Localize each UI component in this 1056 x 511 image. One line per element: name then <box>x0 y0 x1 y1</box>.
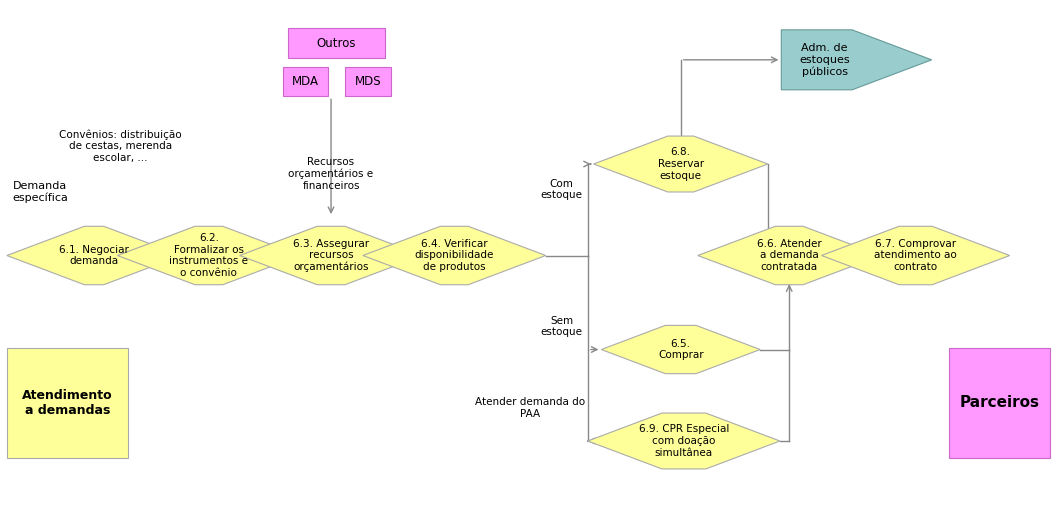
Polygon shape <box>363 226 546 285</box>
Text: Demanda
específica: Demanda específica <box>12 181 68 203</box>
FancyBboxPatch shape <box>949 349 1051 457</box>
Text: Atendimento
a demandas: Atendimento a demandas <box>22 389 113 417</box>
Polygon shape <box>240 226 422 285</box>
Text: Parceiros: Parceiros <box>960 396 1040 410</box>
Text: Sem
estoque: Sem estoque <box>541 316 583 337</box>
Text: 6.8.
Reservar
estoque: 6.8. Reservar estoque <box>658 147 703 180</box>
Polygon shape <box>601 326 760 374</box>
Polygon shape <box>117 226 300 285</box>
Polygon shape <box>588 413 780 469</box>
Text: 6.1. Negociar
demanda: 6.1. Negociar demanda <box>59 245 129 266</box>
FancyBboxPatch shape <box>288 28 384 58</box>
Text: 6.5.
Comprar: 6.5. Comprar <box>658 339 703 360</box>
Polygon shape <box>593 136 768 192</box>
Text: MDS: MDS <box>355 75 381 88</box>
FancyBboxPatch shape <box>283 67 328 97</box>
Text: Com
estoque: Com estoque <box>541 179 583 200</box>
FancyBboxPatch shape <box>7 349 128 457</box>
Text: 6.9. CPR Especial
com doação
simultânea: 6.9. CPR Especial com doação simultânea <box>639 425 729 458</box>
Polygon shape <box>781 30 931 90</box>
Polygon shape <box>822 226 1010 285</box>
Text: 6.4. Verificar
disponibilidade
de produtos: 6.4. Verificar disponibilidade de produt… <box>415 239 494 272</box>
Text: 6.7. Comprovar
atendimento ao
contrato: 6.7. Comprovar atendimento ao contrato <box>874 239 957 272</box>
Text: Atender demanda do
PAA: Atender demanda do PAA <box>475 397 585 419</box>
Polygon shape <box>698 226 881 285</box>
Polygon shape <box>7 226 182 285</box>
Text: Adm. de
estoques
públicos: Adm. de estoques públicos <box>799 43 850 77</box>
Text: 6.2.
Formalizar os
instrumentos e
o convênio: 6.2. Formalizar os instrumentos e o conv… <box>169 233 248 278</box>
Text: 6.3. Assegurar
recursos
orçamentários: 6.3. Assegurar recursos orçamentários <box>293 239 370 272</box>
Text: 6.6. Atender
a demanda
contratada: 6.6. Atender a demanda contratada <box>757 239 822 272</box>
Text: Recursos
orçamentários e
financeiros: Recursos orçamentários e financeiros <box>288 157 374 191</box>
Text: Outros: Outros <box>317 37 356 50</box>
Text: MDA: MDA <box>293 75 319 88</box>
FancyBboxPatch shape <box>345 67 391 97</box>
Text: Convênios: distribuição
de cestas, merenda
escolar, ...: Convênios: distribuição de cestas, meren… <box>59 129 182 163</box>
